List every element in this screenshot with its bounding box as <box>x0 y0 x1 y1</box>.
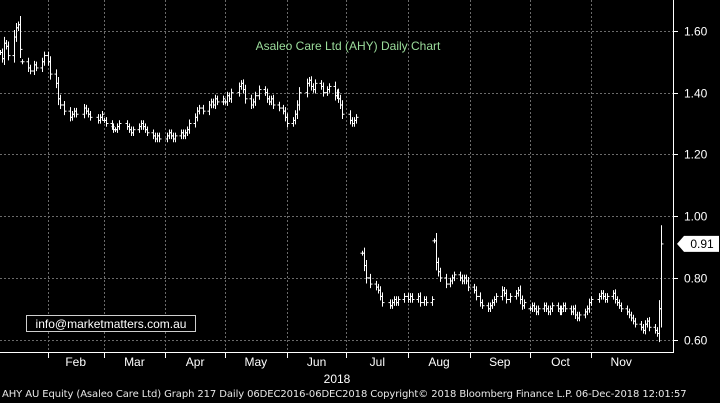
price-bar <box>229 88 234 103</box>
y-tick-label: 0.80 <box>684 272 708 286</box>
price-bar <box>297 87 302 111</box>
y-tick-label: 1.60 <box>684 25 708 39</box>
price-bar <box>430 296 435 306</box>
price-bar <box>74 107 79 118</box>
y-tick-label: 1.00 <box>684 210 708 224</box>
price-bar <box>197 104 202 115</box>
year-label: 2018 <box>324 372 351 386</box>
y-axis-ticks: 1.60 1.40 1.20 1.00 0.80 0.60 <box>673 25 708 348</box>
price-bar <box>271 94 276 109</box>
price-bar <box>285 113 290 128</box>
price-bar <box>48 56 53 80</box>
x-tick-label: Oct <box>551 355 570 369</box>
last-price-value: 0.91 <box>690 237 714 251</box>
price-bar <box>550 302 555 313</box>
price-bar <box>633 317 638 328</box>
price-bar <box>504 289 509 304</box>
price-bar <box>438 267 443 282</box>
x-tick-label: Apr <box>186 355 205 369</box>
price-bar <box>410 293 415 303</box>
price-bars <box>0 16 664 343</box>
price-bar <box>42 51 47 66</box>
price-bar <box>173 132 178 143</box>
price-bar <box>494 293 499 303</box>
price-chart: 1.60 1.40 1.20 1.00 0.80 0.60 Feb Mar Apr May Jun… <box>0 0 720 387</box>
y-tick-label: 1.20 <box>684 148 708 162</box>
price-bar <box>321 82 326 97</box>
price-bar <box>364 259 369 284</box>
price-bar <box>522 299 527 309</box>
price-bar <box>131 126 136 137</box>
x-tick-label: Sep <box>489 355 511 369</box>
watermark-text: info@marketmatters.com.au <box>36 317 187 331</box>
price-bar <box>88 111 93 121</box>
price-bar <box>368 273 373 289</box>
x-tick-label: Jun <box>307 355 326 369</box>
x-tick-label: Aug <box>428 355 449 369</box>
price-bar <box>354 114 359 124</box>
price-bar <box>536 305 541 316</box>
price-bar <box>327 83 332 93</box>
x-tick-label: May <box>245 355 268 369</box>
x-tick-label: Feb <box>65 355 86 369</box>
price-bar <box>418 292 423 307</box>
price-bar <box>253 91 258 106</box>
price-bar <box>6 41 11 61</box>
price-bar <box>619 302 624 313</box>
footer-caption: AHY AU Equity (Asaleo Care Ltd) Graph 21… <box>2 389 687 400</box>
price-bar <box>424 296 429 306</box>
price-bar <box>466 276 471 292</box>
x-axis-ticks: Feb Mar Apr May Jun Jul Aug Sep Oct Nov <box>48 352 632 369</box>
watermark-box: info@marketmatters.com.au <box>26 315 196 332</box>
price-bar <box>221 95 226 106</box>
price-bar <box>396 296 401 306</box>
y-tick-label: 0.60 <box>684 334 708 348</box>
price-bar <box>117 120 122 130</box>
price-bar <box>187 119 192 134</box>
price-bar <box>58 94 63 109</box>
price-bar <box>563 302 568 313</box>
price-bar <box>28 64 33 75</box>
price-bar <box>257 85 262 100</box>
price-bar <box>380 292 385 307</box>
price-bar <box>18 16 23 59</box>
x-tick-label: Mar <box>124 355 145 369</box>
price-bar <box>100 111 105 121</box>
price-bar <box>340 100 345 120</box>
price-bar <box>145 126 150 137</box>
price-bar <box>577 311 582 322</box>
price-bar <box>20 59 25 65</box>
price-bar <box>313 79 318 94</box>
price-bar <box>605 293 610 303</box>
price-bar <box>480 299 485 309</box>
price-bar <box>201 104 206 115</box>
last-price-tag: 0.91 <box>677 235 719 252</box>
price-bar <box>474 286 479 301</box>
price-bar <box>589 296 594 306</box>
price-bar <box>647 317 652 332</box>
price-bar <box>452 271 457 282</box>
price-bar <box>243 84 248 104</box>
x-tick-label: Jul <box>370 355 385 369</box>
price-bar <box>215 95 220 106</box>
price-bar <box>62 100 67 116</box>
price-bar <box>277 101 282 112</box>
price-bar <box>402 293 407 303</box>
price-bar <box>444 273 449 289</box>
chart-title: Asaleo Care Ltd (AHY) Daily Chart <box>256 39 441 53</box>
y-tick-label: 1.40 <box>684 87 708 101</box>
price-bar <box>104 117 109 127</box>
price-bar <box>659 225 664 328</box>
x-tick-label: Nov <box>611 355 632 369</box>
price-bar <box>508 293 513 303</box>
price-bar <box>34 61 39 72</box>
price-bar <box>157 132 162 143</box>
